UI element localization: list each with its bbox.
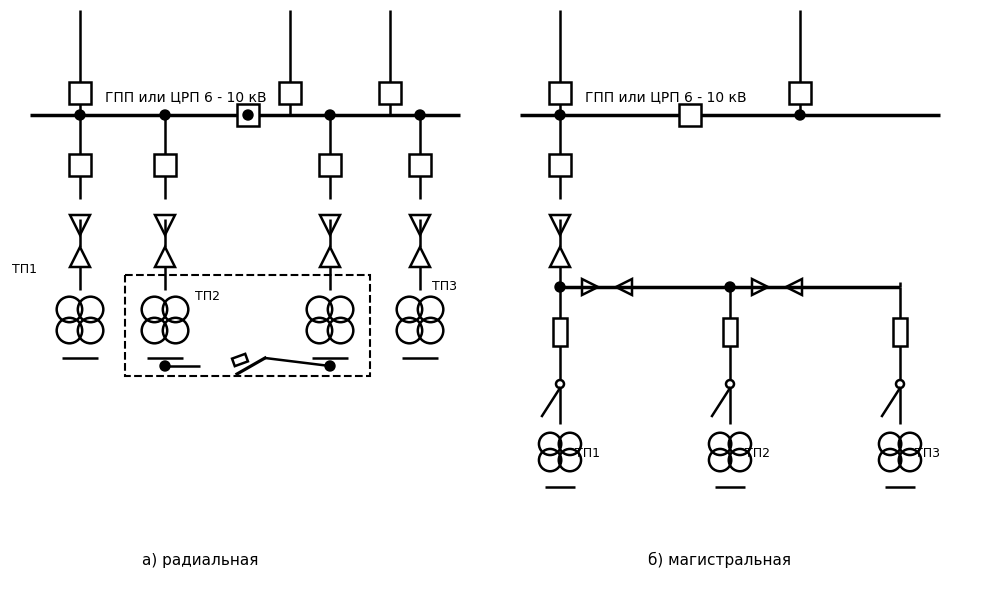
Bar <box>154 154 176 176</box>
Circle shape <box>725 282 735 292</box>
Circle shape <box>415 110 425 120</box>
Circle shape <box>160 110 170 120</box>
Bar <box>409 154 431 176</box>
Circle shape <box>243 110 253 120</box>
Bar <box>69 82 91 104</box>
Bar <box>279 82 301 104</box>
Text: ТП2: ТП2 <box>195 290 220 303</box>
Bar <box>319 154 341 176</box>
Circle shape <box>555 282 565 292</box>
Text: а) радиальная: а) радиальная <box>142 553 258 568</box>
Bar <box>379 82 401 104</box>
Circle shape <box>795 110 805 120</box>
Bar <box>549 154 571 176</box>
Text: ТП1: ТП1 <box>12 263 37 276</box>
Bar <box>679 104 701 126</box>
Circle shape <box>160 361 170 371</box>
Text: ГПП или ЦРП 6 - 10 кВ: ГПП или ЦРП 6 - 10 кВ <box>105 90 267 104</box>
Bar <box>232 354 248 366</box>
Bar <box>549 82 571 104</box>
Text: ТП1: ТП1 <box>575 447 600 460</box>
Text: ГПП или ЦРП 6 - 10 кВ: ГПП или ЦРП 6 - 10 кВ <box>585 90 747 104</box>
Bar <box>893 318 907 346</box>
Text: ТП3: ТП3 <box>432 280 457 293</box>
Circle shape <box>75 110 85 120</box>
Circle shape <box>325 110 335 120</box>
Bar <box>69 154 91 176</box>
Circle shape <box>555 110 565 120</box>
Bar <box>723 318 737 346</box>
Text: б) магистральная: б) магистральная <box>648 552 792 568</box>
Circle shape <box>325 361 335 371</box>
Text: ТП3: ТП3 <box>915 447 940 460</box>
Bar <box>125 275 370 376</box>
Text: ТП2: ТП2 <box>745 447 770 460</box>
Bar <box>553 318 567 346</box>
Bar <box>789 82 811 104</box>
Bar <box>237 104 259 126</box>
